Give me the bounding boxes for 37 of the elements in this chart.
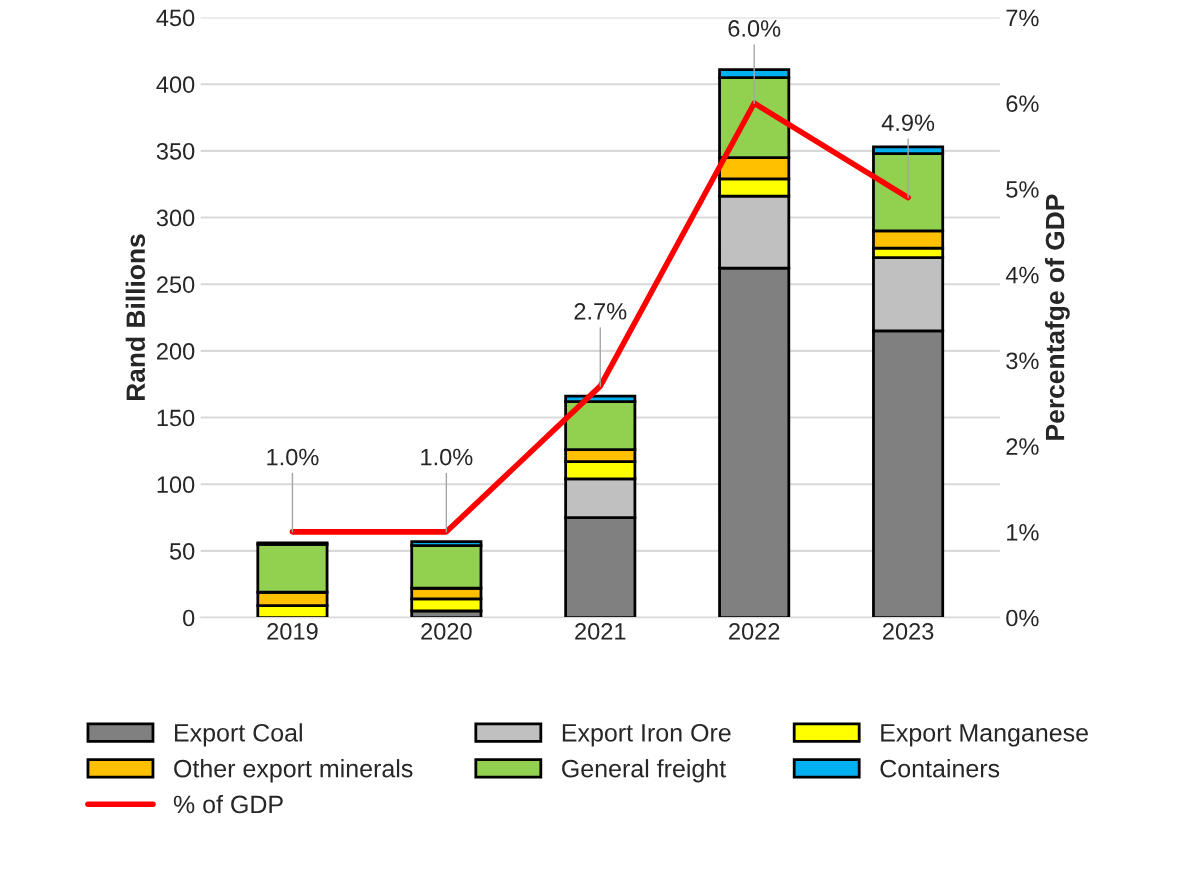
y2-tick-label: 1%: [1007, 524, 1039, 541]
y-tick-label: 100: [157, 476, 195, 494]
x-tick-label: 2019: [267, 623, 318, 640]
legend-label: Other export minerals: [174, 759, 413, 783]
y2-tick-label: 5%: [1006, 181, 1039, 198]
legend-label: % of GDP: [173, 794, 283, 814]
y-tick-label: 200: [157, 342, 195, 360]
y2-tick-label: 0%: [1006, 609, 1039, 627]
y-tick-label: 150: [157, 409, 195, 427]
y2-tick-label: 3%: [1006, 352, 1039, 370]
y-tick-label: 400: [156, 76, 195, 93]
y2-tick-label: 6%: [1006, 95, 1039, 113]
y-tick-label: 0: [183, 609, 195, 627]
data-label: 4.9%: [881, 114, 935, 132]
y-tick-label: 250: [157, 276, 195, 293]
y-tick-label: 50: [169, 542, 195, 560]
legend-label: Export Iron Ore: [562, 723, 731, 747]
y2-axis-title: Percentafge of GDP: [1044, 194, 1070, 440]
data-label: 1.0%: [421, 448, 473, 466]
legend-label: General freight: [562, 759, 726, 783]
y-tick-label: 450: [156, 9, 195, 27]
y2-tick-label: 7%: [1006, 9, 1039, 27]
legend-label: Export Coal: [175, 723, 302, 747]
y-tick-label: 300: [156, 209, 195, 227]
y2-tick-label: 2%: [1006, 438, 1039, 455]
x-tick-label: 2020: [421, 623, 472, 640]
y-tick-label: 350: [156, 142, 195, 160]
legend-label: Containers: [880, 759, 1000, 778]
data-label: 6.0%: [728, 20, 781, 37]
data-label: 1.0%: [267, 448, 319, 466]
x-tick-label: 2021: [575, 623, 626, 640]
y2-tick-label: 4%: [1005, 266, 1039, 284]
x-tick-label: 2023: [883, 623, 934, 640]
x-tick-label: 2022: [729, 623, 780, 640]
y-axis-title: Rand Billions: [125, 234, 146, 401]
data-label: 2.7%: [574, 302, 627, 320]
legend-label: Export Manganese: [881, 724, 1088, 747]
